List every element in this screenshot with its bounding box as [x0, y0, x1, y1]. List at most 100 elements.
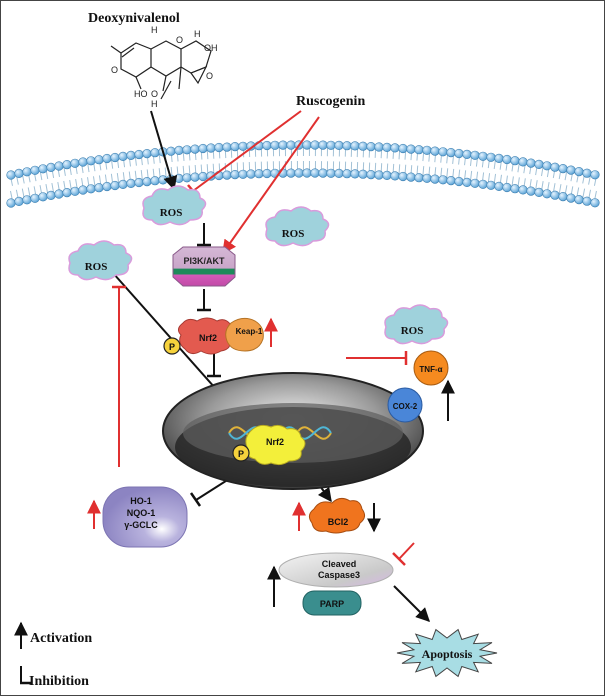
ros-label: ROS	[160, 207, 183, 219]
lipid-head	[230, 170, 240, 180]
lipid-head	[518, 157, 528, 167]
lipid-head	[30, 165, 40, 175]
pi3k-akt-node: PI3K/AKT	[172, 246, 236, 287]
arrow-caspase-to-apoptosis	[393, 585, 430, 622]
deoxynivalenol-structure	[110, 40, 212, 100]
enzyme-gclc: γ-GCLC	[124, 520, 158, 530]
lipid-head	[422, 173, 432, 183]
inhibit-ruscogenin-to-ros	[192, 110, 302, 192]
lipid-head	[238, 169, 248, 179]
lipid-head	[366, 142, 376, 152]
lipid-head	[86, 156, 96, 166]
lipid-head	[70, 158, 80, 168]
lipid-head	[358, 169, 368, 179]
caspase-label-1: Cleaved	[322, 559, 357, 569]
cox2-node: COX-2	[387, 387, 423, 423]
lipid-head	[454, 148, 464, 159]
enzyme-ho1: HO-1	[130, 496, 152, 506]
lipid-head	[190, 144, 200, 154]
lipid-head	[390, 143, 400, 153]
lipid-head	[494, 153, 504, 163]
nrf2-keap1-complex: Nrf2 Keap-1 P	[163, 317, 264, 355]
inhibit-to-caspase	[398, 542, 415, 560]
legend-inhibition-label: Inhibition	[29, 674, 89, 689]
atom-label: H	[194, 29, 201, 39]
lipid-head	[38, 164, 48, 174]
lipid-head	[62, 188, 72, 198]
lipid-head	[126, 150, 136, 160]
lipid-head	[486, 152, 496, 162]
lipid-head	[326, 140, 336, 150]
lipid-head	[566, 165, 576, 175]
lipid-head	[222, 142, 232, 152]
lipid-head	[510, 156, 520, 166]
lipid-head	[102, 181, 112, 192]
lipid-head	[22, 167, 32, 177]
lipid-head	[302, 168, 312, 178]
lipid-head	[550, 190, 560, 200]
membrane-outer-layer	[6, 140, 600, 180]
lipid-head	[174, 173, 184, 183]
lipid-head	[574, 195, 584, 205]
lipid-head	[254, 169, 264, 179]
ros-cloud-inflammation: ROS	[384, 304, 449, 345]
lipid-head	[374, 142, 384, 152]
lipid-head	[278, 140, 288, 150]
lipid-head	[558, 164, 568, 174]
lipid-head	[342, 141, 352, 151]
enzyme-nqo1: NQO-1	[127, 508, 156, 518]
lipid-head	[6, 170, 16, 180]
lipid-head	[334, 168, 344, 178]
lipid-head	[382, 142, 392, 152]
lipid-head	[54, 161, 64, 171]
ros-cloud-membrane: ROS	[142, 185, 207, 226]
lipid-head	[134, 149, 144, 160]
lipid-head	[510, 184, 520, 194]
legend-activation-label: Activation	[30, 631, 92, 646]
lipid-head	[542, 161, 552, 171]
membrane-inner-layer	[6, 168, 600, 208]
parp-node: PARP	[302, 590, 362, 616]
lipid-head	[446, 176, 456, 186]
lipid-head	[262, 140, 272, 151]
ros-label: ROS	[282, 228, 305, 240]
lipid-head	[230, 142, 240, 152]
atom-label: O	[151, 89, 158, 99]
lipid-head	[446, 148, 456, 158]
lipid-head	[414, 145, 424, 155]
lipid-head	[502, 182, 512, 193]
lipid-head	[534, 187, 544, 197]
deoxynivalenol-atoms: H O OH O H O HO O H	[111, 25, 218, 109]
p-nuc-label: P	[238, 449, 244, 459]
lipid-head	[590, 198, 600, 208]
lipid-head	[342, 169, 352, 179]
lipid-head	[270, 140, 280, 150]
lipid-head	[102, 153, 112, 164]
lipid-head	[206, 143, 216, 153]
lipid-head	[462, 149, 472, 159]
lipid-head	[158, 175, 168, 185]
atom-label: H	[151, 25, 158, 35]
lipid-head	[78, 157, 88, 167]
ros-cloud-left: ROS	[68, 240, 133, 281]
lipid-head	[6, 198, 16, 208]
lipid-head	[182, 173, 192, 183]
lipid-head	[214, 142, 224, 153]
apoptosis-node: Apoptosis	[396, 628, 498, 678]
lipid-head	[558, 192, 568, 202]
lipid-head	[46, 190, 56, 200]
atom-label: O	[206, 71, 213, 81]
lipid-head	[438, 147, 448, 157]
lipid-head	[318, 168, 328, 178]
arrow-don-to-ros	[150, 110, 178, 191]
lipid-head	[494, 181, 504, 191]
lipid-head	[62, 160, 72, 170]
lipid-head	[334, 140, 344, 150]
inhibit-bar	[392, 552, 406, 566]
lipid-head	[150, 148, 160, 158]
lipid-head	[350, 141, 360, 151]
ros-cloud-right: ROS	[265, 206, 330, 247]
lipid-head	[246, 169, 256, 179]
lipid-head	[422, 145, 432, 155]
